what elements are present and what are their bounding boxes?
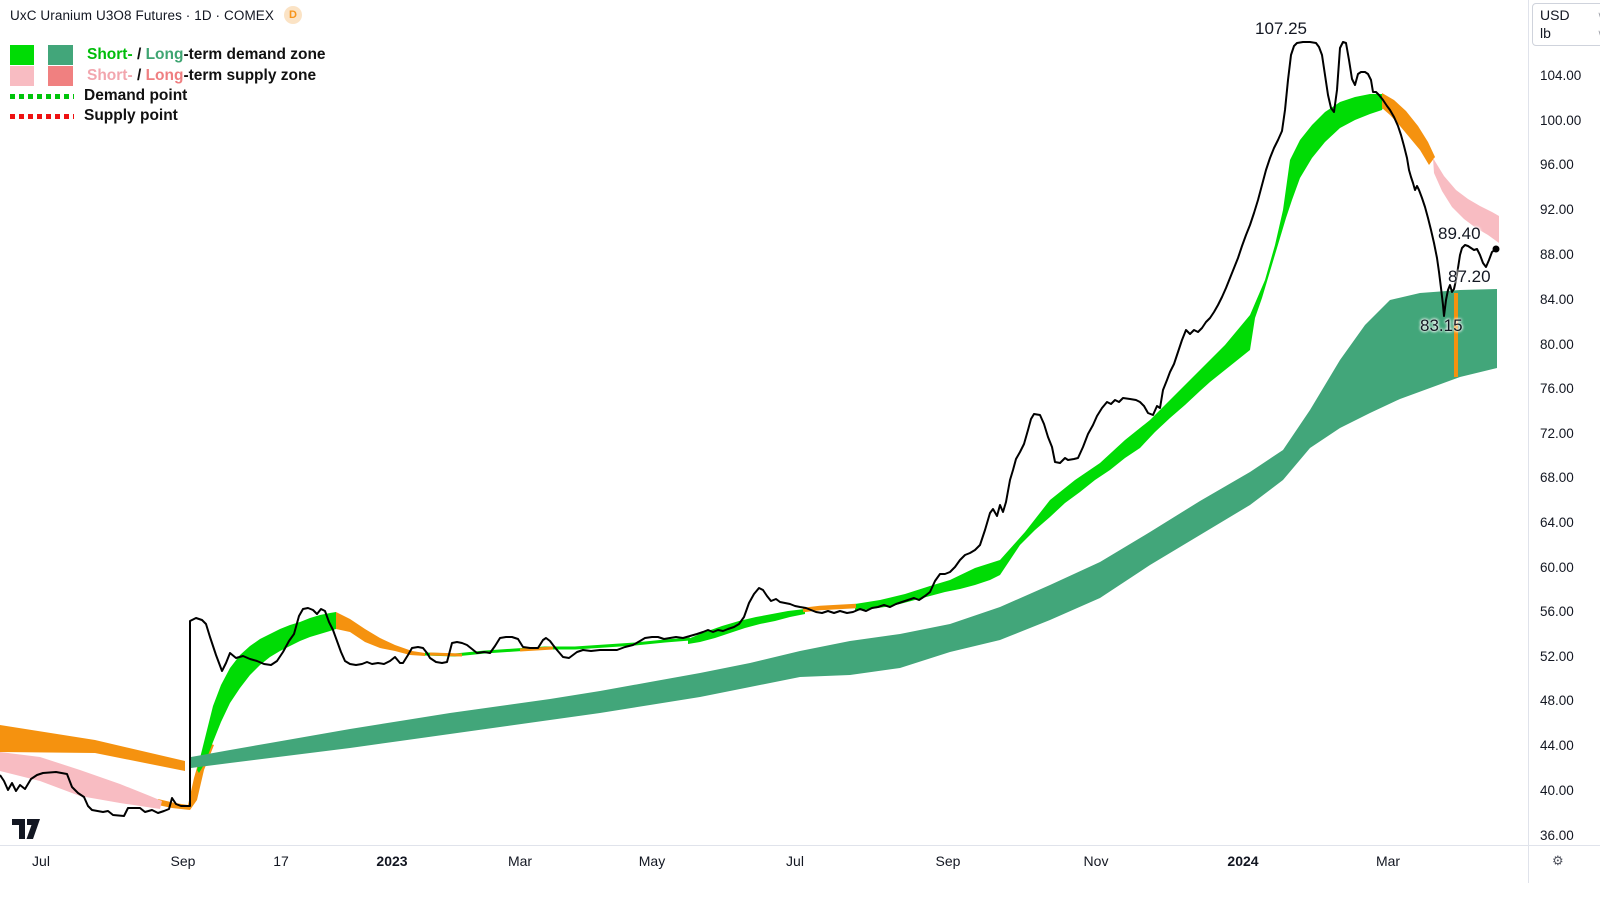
price-tick-label: 80.00: [1540, 337, 1574, 352]
time-tick-label: 2024: [1227, 853, 1259, 869]
price-tick-label: 72.00: [1540, 426, 1574, 441]
price-tick-label: 60.00: [1540, 560, 1574, 575]
legend-row: Demand point: [10, 86, 326, 106]
last-price-dot: [1492, 245, 1500, 253]
legend-label-segment: Demand point: [84, 87, 188, 104]
time-tick-label: Sep: [935, 853, 961, 869]
price-tick-label: 44.00: [1540, 738, 1574, 753]
legend-label-segment: Short-: [87, 45, 133, 63]
unit-row-currency[interactable]: USD ∨: [1540, 6, 1600, 24]
price-tick-label: 40.00: [1540, 783, 1574, 798]
time-tick-label: Mar: [1375, 853, 1401, 869]
time-tick-label: 17: [273, 853, 289, 869]
legend-label: Short- / Long-term demand zone: [87, 46, 326, 64]
price-chart-canvas[interactable]: [0, 0, 1528, 883]
legend-label-segment: -term supply zone: [183, 66, 317, 84]
long-term-neutral-zone-left: [0, 725, 185, 771]
time-tick-label: Mar: [507, 853, 533, 869]
legend-label: Demand point: [84, 87, 187, 105]
short-term-demand-zone-rise-1: [197, 612, 336, 773]
price-tick-label: 48.00: [1540, 693, 1574, 708]
price-tick-label: 96.00: [1540, 157, 1574, 172]
price-tick-label: 92.00: [1540, 202, 1574, 217]
time-axis-separator: [0, 845, 1600, 846]
unit-measure-label: lb: [1540, 25, 1551, 41]
legend-swatch-sea_green: [48, 44, 73, 65]
price-tick-label: 56.00: [1540, 604, 1574, 619]
short-term-supply-zone-top-right: [1433, 158, 1499, 243]
time-tick-label: Jul: [32, 853, 50, 869]
price-label-annotation: 87.20: [1448, 267, 1491, 286]
interval-badge[interactable]: D: [284, 6, 303, 24]
price-tick-label: 64.00: [1540, 515, 1574, 530]
short-term-demand-band-mid: [688, 609, 805, 644]
price-tick-label: 100.00: [1540, 113, 1582, 128]
time-tick-label: 2023: [376, 853, 408, 869]
tradingview-logo[interactable]: [12, 818, 42, 840]
long-term-demand-zone: [191, 289, 1497, 768]
neutral-segment-mid: [802, 603, 857, 613]
short-term-line-thin: [424, 637, 691, 657]
price-line: [0, 41, 1497, 817]
time-tick-label: Sep: [170, 853, 196, 869]
price-tick-label: 68.00: [1540, 470, 1574, 485]
time-tick-label: May: [638, 853, 666, 869]
short-term-supply-zone-left: [0, 752, 162, 809]
legend-label-segment: /: [132, 66, 146, 84]
neutral-wedge-mid: [336, 612, 425, 656]
price-label-annotation: 83.15: [1420, 316, 1463, 335]
legend-label-segment: Supply point: [84, 107, 178, 124]
legend-swatch-salmon: [48, 65, 73, 86]
time-tick-label: Jul: [786, 853, 804, 869]
legend-label-segment: /: [132, 45, 146, 63]
indicator-legend: Short- / Long-term demand zone Short- / L…: [10, 44, 326, 126]
legend-row: Short- / Long-term demand zone: [10, 44, 326, 65]
short-term-demand-zone-rise-2: [855, 94, 1386, 611]
price-label-annotation: 89.40: [1438, 224, 1481, 243]
price-unit-selector[interactable]: USD ∨ lb ∨: [1532, 3, 1600, 46]
neutral-dash-a: [429, 652, 463, 657]
unit-currency-label: USD: [1540, 7, 1570, 23]
price-tick-label: 52.00: [1540, 649, 1574, 664]
neutral-wedge-top: [1382, 93, 1435, 165]
price-tick-label: 76.00: [1540, 381, 1574, 396]
price-label-annotation: 107.25: [1255, 19, 1307, 38]
legend-label-segment: Short-: [87, 66, 133, 84]
symbol-title-bar[interactable]: UxC Uranium U3O8 Futures · 1D · COMEX D: [10, 6, 303, 24]
legend-label: Short- / Long-term supply zone: [87, 67, 316, 85]
legend-row: Supply point: [10, 106, 326, 126]
price-axis-separator: [1528, 0, 1529, 883]
legend-swatch-pink: [10, 65, 34, 86]
legend-dotted-line: [10, 94, 74, 99]
gear-icon[interactable]: ⚙: [1552, 853, 1564, 868]
legend-label-segment: Long: [145, 66, 184, 84]
price-tick-label: 84.00: [1540, 292, 1574, 307]
price-tick-label: 104.00: [1540, 68, 1582, 83]
legend-swatch-bright_green: [10, 44, 34, 65]
legend-label-segment: -term demand zone: [183, 45, 326, 63]
time-tick-label: Nov: [1083, 853, 1109, 869]
legend-label-segment: Long: [145, 45, 184, 63]
legend-label: Supply point: [84, 107, 178, 125]
legend-dotted-line: [10, 114, 74, 119]
price-tick-label: 88.00: [1540, 247, 1574, 262]
unit-row-measure[interactable]: lb ∨: [1540, 24, 1600, 42]
price-tick-label: 36.00: [1540, 828, 1574, 843]
chevron-down-icon: ∨: [1597, 10, 1600, 21]
chevron-down-icon: ∨: [1597, 28, 1600, 39]
legend-row: Short- / Long-term supply zone: [10, 65, 326, 86]
symbol-title: UxC Uranium U3O8 Futures · 1D · COMEX: [10, 7, 275, 23]
